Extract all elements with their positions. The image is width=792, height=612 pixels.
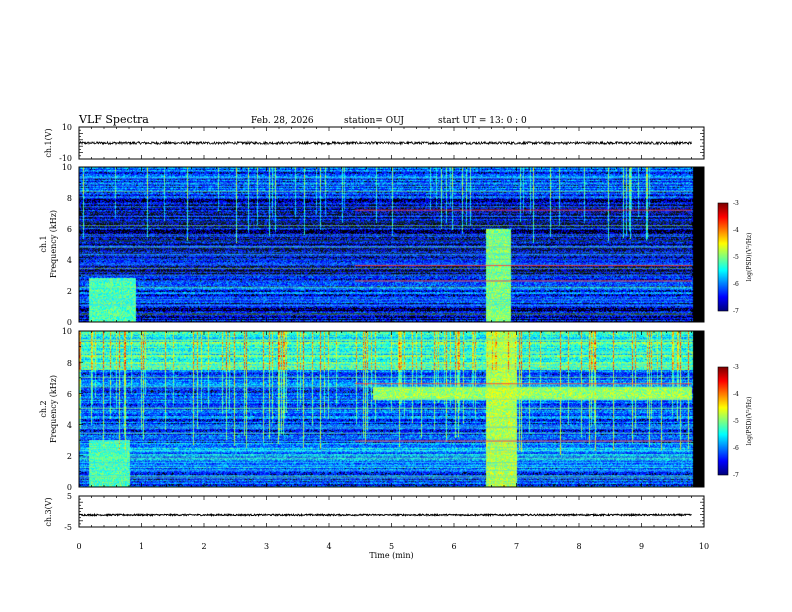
ch1-frequency-label: Frequency (kHz): [49, 210, 58, 278]
xtick-9: 9: [639, 542, 644, 551]
figure-title: VLF Spectra: [78, 113, 149, 126]
ch1-ytick-8khz: 8: [67, 194, 72, 203]
axis-tick-marks: [78, 126, 705, 528]
ch1-spectrogram-panel: 10 8 6 4 2 0 ch.1 Frequency (kHz): [39, 163, 705, 327]
ch2-colorbar-label: log(PSD)(V²/Hz): [746, 397, 753, 446]
ch1-colorbar-frame: [717, 202, 729, 312]
xtick-10: 10: [699, 542, 709, 551]
x-axis-label: Time (min): [369, 551, 413, 560]
ch3-waveform-ylabel: ch.3(V): [44, 497, 53, 526]
ch1-ytick-10khz: 10: [62, 163, 72, 172]
ch2-ytick-10khz: 10: [62, 327, 72, 336]
ch1-colorbar-label: log(PSD)(V²/Hz): [746, 233, 753, 282]
ch1-waveform-ylabel: ch.1(V): [44, 128, 53, 157]
ch1-cbar-tick-neg7: -7: [733, 308, 739, 315]
ch1-ytick-4khz: 4: [67, 256, 72, 265]
ch2-ytick-2khz: 2: [67, 452, 72, 461]
ch2-colorbar-gradient: [718, 367, 728, 475]
ch2-cbar-tick-neg6: -6: [733, 445, 739, 452]
ch1-ytick-6khz: 6: [67, 225, 72, 234]
ch2-spectrogram-yticks: 10 8 6 4 2 0: [62, 327, 72, 492]
ch1-ytick-neg10: -10: [59, 154, 72, 163]
ch1-cbar-tick-neg4: -4: [733, 227, 739, 234]
ch2-frequency-label: Frequency (kHz): [49, 375, 58, 443]
ch2-cbar-tick-neg4: -4: [733, 391, 739, 398]
ch3-ytick-neg5: -5: [64, 523, 72, 532]
ch1-waveform-trace: [78, 140, 692, 146]
x-axis: 0 1 2 3 4 5 6 7 8 9 10 Time (min): [76, 542, 709, 560]
ch2-cbar-tick-neg3: -3: [733, 364, 739, 371]
ch1-cbar-tick-neg3: -3: [733, 200, 739, 207]
ch2-colorbar-frame: [717, 366, 729, 476]
ch1-ytick-0khz: 0: [67, 318, 72, 327]
ch2-ytick-0khz: 0: [67, 483, 72, 492]
station-label: station= OUJ: [344, 116, 404, 126]
ch2-ytick-6khz: 6: [67, 390, 72, 399]
ch2-cbar-tick-neg7: -7: [733, 472, 739, 479]
xtick-8: 8: [576, 542, 581, 551]
ch2-ytick-4khz: 4: [67, 421, 72, 430]
xtick-7: 7: [514, 542, 519, 551]
ch3-waveform-trace: [78, 512, 692, 518]
xtick-6: 6: [451, 542, 456, 551]
ch1-cbar-tick-neg6: -6: [733, 281, 739, 288]
xtick-0: 0: [76, 542, 81, 551]
start-time-label: start UT = 13: 0 : 0: [438, 116, 527, 126]
ch1-spectrogram-yticks: 10 8 6 4 2 0: [62, 163, 72, 327]
xtick-5: 5: [389, 542, 394, 551]
xtick-4: 4: [326, 542, 331, 551]
figure-date: Feb. 28, 2026: [251, 116, 314, 126]
ch2-spectrogram-image: [79, 331, 704, 487]
ch1-colorbar-gradient: [718, 203, 728, 311]
xtick-2: 2: [201, 542, 206, 551]
ch1-ytick-10: 10: [62, 123, 72, 132]
ch1-ytick-2khz: 2: [67, 287, 72, 296]
ch2-colorbar: -3 -4 -5 -6 -7 log(PSD)(V²/Hz): [717, 364, 753, 479]
ch1-cbar-tick-neg5: -5: [733, 254, 739, 261]
xtick-1: 1: [139, 542, 144, 551]
ch1-channel-label: ch.1: [39, 235, 48, 252]
ch2-channel-label: ch.2: [39, 400, 48, 417]
ch2-cbar-tick-neg5: -5: [733, 418, 739, 425]
ch2-ytick-8khz: 8: [67, 359, 72, 368]
ch1-colorbar: -3 -4 -5 -6 -7 log(PSD)(V²/Hz): [717, 200, 753, 315]
ch2-spectrogram-panel: 10 8 6 4 2 0 ch.2 Frequency (kHz): [39, 327, 705, 492]
ch1-spectrogram-image: [79, 167, 704, 322]
ch3-ytick-5: 5: [67, 492, 72, 501]
xtick-3: 3: [264, 542, 269, 551]
